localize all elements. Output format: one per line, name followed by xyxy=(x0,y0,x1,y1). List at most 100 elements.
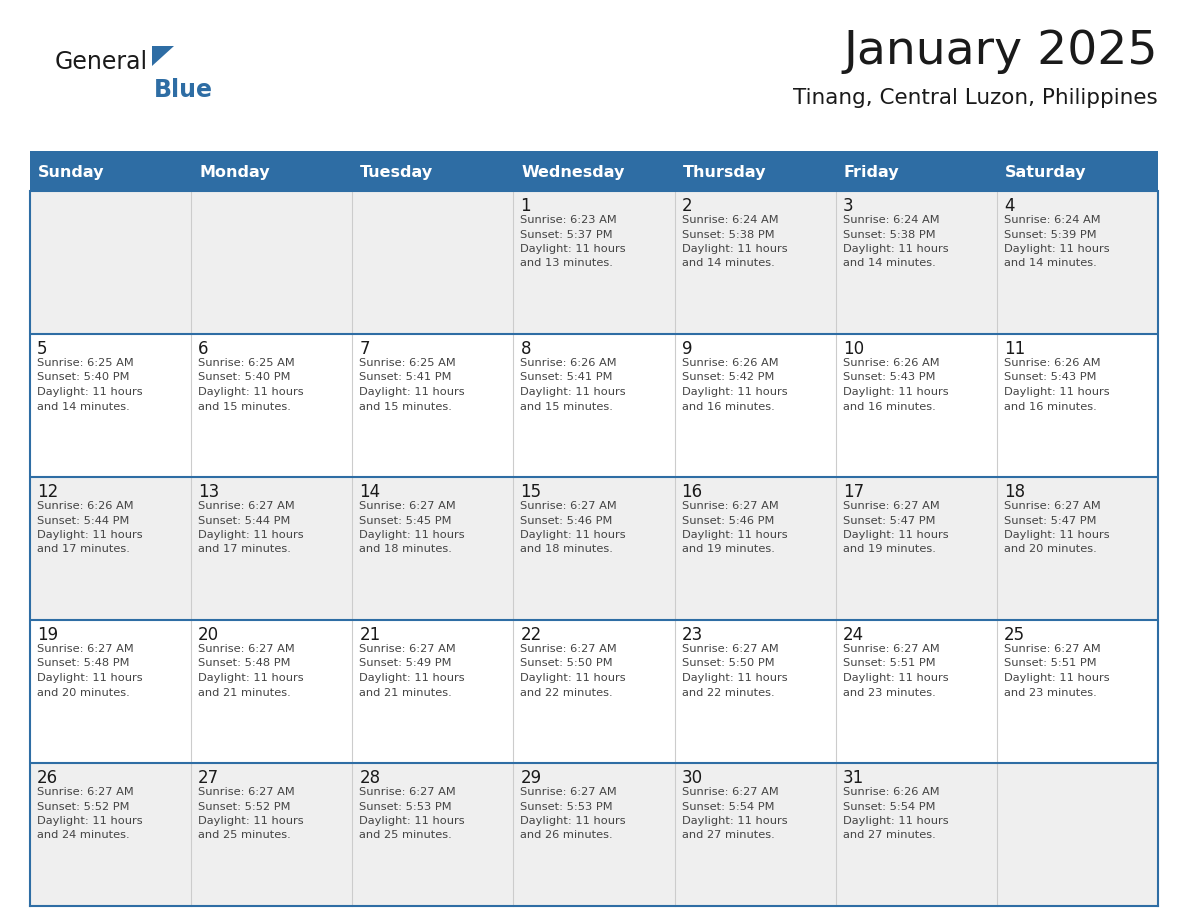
Bar xyxy=(513,620,675,763)
Text: and 20 minutes.: and 20 minutes. xyxy=(37,688,129,698)
Text: Sunrise: 6:24 AM: Sunrise: 6:24 AM xyxy=(682,215,778,225)
Text: Daylight: 11 hours: Daylight: 11 hours xyxy=(37,530,143,540)
Text: Sunset: 5:39 PM: Sunset: 5:39 PM xyxy=(1004,230,1097,240)
Text: Sunset: 5:41 PM: Sunset: 5:41 PM xyxy=(520,373,613,383)
Text: 26: 26 xyxy=(37,769,58,787)
Text: and 15 minutes.: and 15 minutes. xyxy=(520,401,613,411)
Text: Wednesday: Wednesday xyxy=(522,165,625,181)
Text: 31: 31 xyxy=(842,769,864,787)
Text: and 14 minutes.: and 14 minutes. xyxy=(842,259,935,268)
Text: Sunset: 5:44 PM: Sunset: 5:44 PM xyxy=(37,516,129,525)
Text: Sunrise: 6:27 AM: Sunrise: 6:27 AM xyxy=(520,501,618,511)
Text: Sunset: 5:47 PM: Sunset: 5:47 PM xyxy=(842,516,935,525)
Text: Thursday: Thursday xyxy=(683,165,766,181)
Text: Sunset: 5:44 PM: Sunset: 5:44 PM xyxy=(198,516,291,525)
Text: Daylight: 11 hours: Daylight: 11 hours xyxy=(359,387,465,397)
Text: 5: 5 xyxy=(37,340,48,358)
Text: 2: 2 xyxy=(682,197,693,215)
Text: Daylight: 11 hours: Daylight: 11 hours xyxy=(520,244,626,254)
Text: and 19 minutes.: and 19 minutes. xyxy=(842,544,936,554)
Text: Sunrise: 6:26 AM: Sunrise: 6:26 AM xyxy=(520,358,617,368)
Text: 22: 22 xyxy=(520,626,542,644)
Text: Daylight: 11 hours: Daylight: 11 hours xyxy=(842,673,948,683)
Bar xyxy=(30,151,1158,155)
Text: Daylight: 11 hours: Daylight: 11 hours xyxy=(359,530,465,540)
Text: Sunrise: 6:26 AM: Sunrise: 6:26 AM xyxy=(1004,358,1100,368)
Text: Sunset: 5:43 PM: Sunset: 5:43 PM xyxy=(842,373,935,383)
Text: 20: 20 xyxy=(198,626,220,644)
Text: Saturday: Saturday xyxy=(1005,165,1086,181)
Text: Tuesday: Tuesday xyxy=(360,165,434,181)
Text: Sunrise: 6:27 AM: Sunrise: 6:27 AM xyxy=(682,501,778,511)
Text: Daylight: 11 hours: Daylight: 11 hours xyxy=(520,816,626,826)
Text: Daylight: 11 hours: Daylight: 11 hours xyxy=(1004,673,1110,683)
Text: Daylight: 11 hours: Daylight: 11 hours xyxy=(37,673,143,683)
Text: Sunrise: 6:27 AM: Sunrise: 6:27 AM xyxy=(359,644,456,654)
Bar xyxy=(675,477,835,620)
Text: 7: 7 xyxy=(359,340,369,358)
Bar xyxy=(835,477,997,620)
Text: and 27 minutes.: and 27 minutes. xyxy=(682,831,775,841)
Text: and 15 minutes.: and 15 minutes. xyxy=(198,401,291,411)
Text: and 25 minutes.: and 25 minutes. xyxy=(198,831,291,841)
Bar xyxy=(675,191,835,334)
Bar xyxy=(353,763,513,906)
Text: Sunset: 5:40 PM: Sunset: 5:40 PM xyxy=(37,373,129,383)
Text: Daylight: 11 hours: Daylight: 11 hours xyxy=(198,816,304,826)
Bar xyxy=(30,477,191,620)
Text: and 16 minutes.: and 16 minutes. xyxy=(842,401,935,411)
Text: 29: 29 xyxy=(520,769,542,787)
Bar xyxy=(997,334,1158,477)
Text: Sunset: 5:53 PM: Sunset: 5:53 PM xyxy=(359,801,451,812)
Text: Sunrise: 6:27 AM: Sunrise: 6:27 AM xyxy=(1004,644,1100,654)
Text: Sunrise: 6:27 AM: Sunrise: 6:27 AM xyxy=(359,787,456,797)
Text: Daylight: 11 hours: Daylight: 11 hours xyxy=(359,673,465,683)
Text: Sunset: 5:41 PM: Sunset: 5:41 PM xyxy=(359,373,451,383)
Text: Daylight: 11 hours: Daylight: 11 hours xyxy=(198,387,304,397)
Text: Sunrise: 6:26 AM: Sunrise: 6:26 AM xyxy=(842,787,940,797)
Text: Sunset: 5:51 PM: Sunset: 5:51 PM xyxy=(1004,658,1097,668)
Text: and 22 minutes.: and 22 minutes. xyxy=(520,688,613,698)
Text: Daylight: 11 hours: Daylight: 11 hours xyxy=(842,244,948,254)
Text: 11: 11 xyxy=(1004,340,1025,358)
Text: Sunset: 5:48 PM: Sunset: 5:48 PM xyxy=(37,658,129,668)
Text: and 22 minutes.: and 22 minutes. xyxy=(682,688,775,698)
Text: and 18 minutes.: and 18 minutes. xyxy=(359,544,453,554)
Text: Sunset: 5:48 PM: Sunset: 5:48 PM xyxy=(198,658,291,668)
Text: 9: 9 xyxy=(682,340,693,358)
Text: 14: 14 xyxy=(359,483,380,501)
Text: 1: 1 xyxy=(520,197,531,215)
Polygon shape xyxy=(152,46,173,66)
Text: Sunrise: 6:26 AM: Sunrise: 6:26 AM xyxy=(842,358,940,368)
Text: Sunrise: 6:26 AM: Sunrise: 6:26 AM xyxy=(37,501,133,511)
Text: Daylight: 11 hours: Daylight: 11 hours xyxy=(520,387,626,397)
Text: and 21 minutes.: and 21 minutes. xyxy=(198,688,291,698)
Bar xyxy=(353,477,513,620)
Text: Sunrise: 6:27 AM: Sunrise: 6:27 AM xyxy=(37,644,134,654)
Text: and 21 minutes.: and 21 minutes. xyxy=(359,688,453,698)
Text: Sunrise: 6:25 AM: Sunrise: 6:25 AM xyxy=(37,358,134,368)
Text: 19: 19 xyxy=(37,626,58,644)
Text: and 17 minutes.: and 17 minutes. xyxy=(198,544,291,554)
Text: Daylight: 11 hours: Daylight: 11 hours xyxy=(1004,244,1110,254)
Bar xyxy=(835,334,997,477)
Text: January 2025: January 2025 xyxy=(843,29,1158,74)
Text: Sunset: 5:43 PM: Sunset: 5:43 PM xyxy=(1004,373,1097,383)
Bar xyxy=(675,763,835,906)
Text: Sunset: 5:38 PM: Sunset: 5:38 PM xyxy=(842,230,935,240)
Text: and 13 minutes.: and 13 minutes. xyxy=(520,259,613,268)
Text: Sunset: 5:52 PM: Sunset: 5:52 PM xyxy=(198,801,291,812)
Text: 12: 12 xyxy=(37,483,58,501)
Bar xyxy=(191,334,353,477)
Text: Tinang, Central Luzon, Philippines: Tinang, Central Luzon, Philippines xyxy=(794,88,1158,108)
Text: 30: 30 xyxy=(682,769,702,787)
Text: Sunrise: 6:27 AM: Sunrise: 6:27 AM xyxy=(520,644,618,654)
Text: Daylight: 11 hours: Daylight: 11 hours xyxy=(682,244,788,254)
Bar xyxy=(513,763,675,906)
Text: Sunrise: 6:27 AM: Sunrise: 6:27 AM xyxy=(682,787,778,797)
Text: 8: 8 xyxy=(520,340,531,358)
Text: Daylight: 11 hours: Daylight: 11 hours xyxy=(842,387,948,397)
Bar xyxy=(30,191,191,334)
Text: Daylight: 11 hours: Daylight: 11 hours xyxy=(682,816,788,826)
Text: 27: 27 xyxy=(198,769,220,787)
